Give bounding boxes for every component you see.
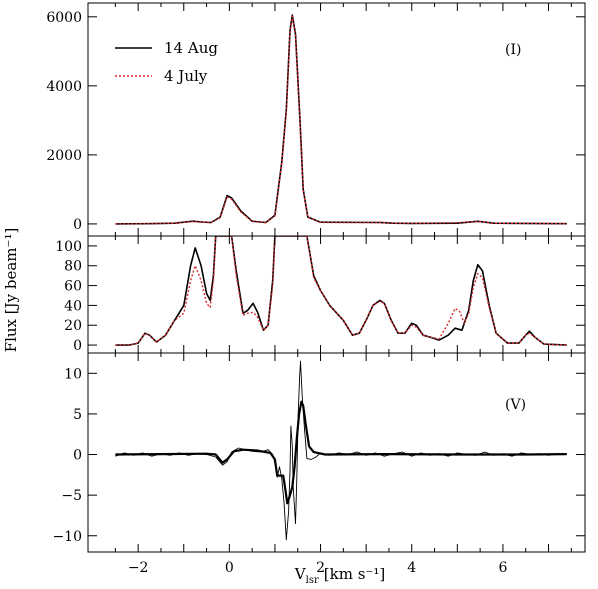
x-tick-label: 0: [225, 560, 234, 576]
panel-label-v: (V): [505, 397, 526, 413]
x-tick-label: −2: [128, 560, 149, 576]
y-tick-label-stokes-i: 4000: [46, 79, 82, 95]
y-tick-label-stokes-i: 2000: [46, 148, 82, 164]
series-line-stokes-v-smooth: [115, 400, 567, 505]
y-tick-label-zoom: 80: [64, 259, 82, 275]
y-tick-label-stokes-i: 6000: [46, 10, 82, 26]
y-tick-label-stokes-v: −10: [52, 529, 82, 545]
y-tick-label-stokes-v: 0: [73, 448, 82, 464]
series-line-stokes-i-4-july: [115, 15, 567, 225]
series-group-stokes-v: [115, 360, 567, 541]
panel-zoom: 0 20 40 60 80 100: [55, 235, 586, 354]
y-tick-label-zoom: 20: [64, 318, 82, 334]
y-tick-label-stokes-v: 10: [64, 366, 82, 382]
series-group-zoom: [115, 236, 567, 346]
panel-label-i: (I): [505, 42, 521, 58]
x-tick-label: 6: [498, 560, 507, 576]
x-tick-label: 4: [407, 560, 416, 576]
series-line-stokes-v-raw: [115, 360, 567, 541]
x-axis-title-main: V: [294, 565, 307, 583]
legend-label-4-july: 4 July: [164, 67, 208, 85]
y-tick-label-stokes-v: −5: [61, 488, 82, 504]
panel-stokes-i: (I) 14 Aug 4 July 0 2000 4000 6000: [46, 2, 586, 237]
axes-frame-stokes-i: [87, 2, 586, 237]
y-tick-label-zoom: 40: [64, 298, 82, 314]
y-tick-label-zoom: 0: [73, 338, 82, 354]
series-group-stokes-i: [115, 14, 567, 225]
legend: 14 Aug 4 July: [115, 39, 218, 85]
x-axis-title-unit: [km s⁻¹]: [324, 565, 385, 583]
x-axis-title: Vlsr [km s⁻¹]: [294, 565, 385, 584]
axes-frame-zoom: [87, 235, 586, 354]
x-axis-title-subscript: lsr: [306, 575, 319, 584]
y-tick-label-stokes-i: 0: [73, 217, 82, 233]
y-tick-label-zoom: 60: [64, 279, 82, 295]
legend-label-14-aug: 14 Aug: [164, 39, 218, 57]
series-line-zoom-14-aug: [115, 236, 567, 346]
axes-frame-stokes-v: [87, 352, 586, 553]
panel-stokes-v: (V) −10 −5 0 5 10 −2 0 2 4 6: [52, 352, 586, 576]
y-axis-title: Flux [Jy beam⁻¹]: [2, 228, 20, 353]
x-tick-label: 2: [316, 560, 325, 576]
y-tick-label-stokes-v: 5: [73, 407, 82, 423]
series-line-zoom-4-july: [115, 236, 567, 346]
y-tick-label-zoom: 100: [55, 239, 82, 255]
